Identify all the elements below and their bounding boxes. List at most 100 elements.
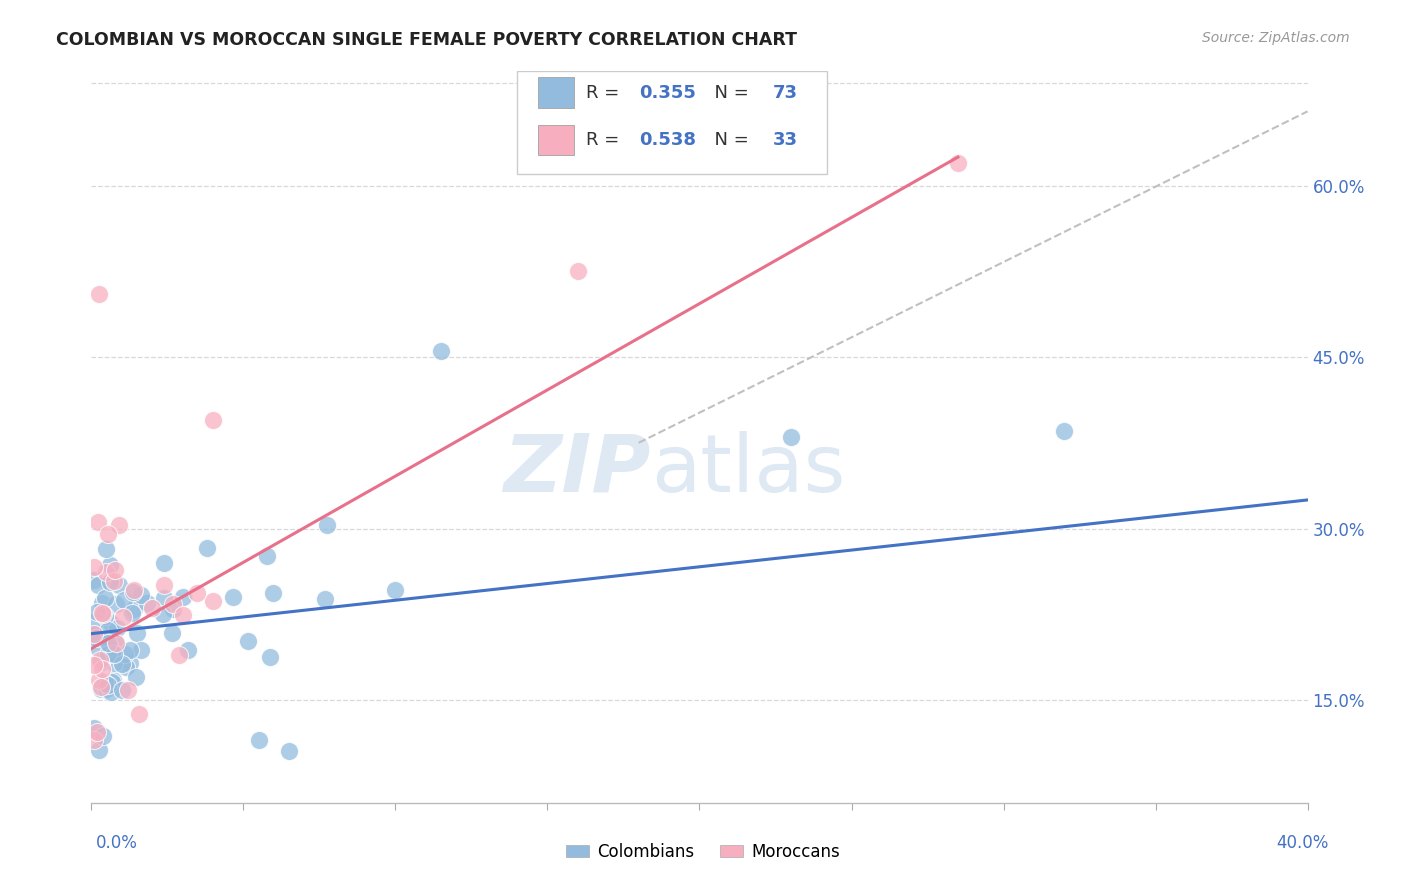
Point [172, 608, 194, 623]
Point [94, 591, 117, 605]
Point [83, 733, 105, 747]
Point [97, 678, 120, 692]
Text: ZIP: ZIP [503, 431, 651, 509]
Point [127, 626, 149, 640]
Text: R =: R = [586, 84, 626, 102]
Point [98, 640, 121, 654]
Point [87, 743, 110, 757]
Point [316, 518, 339, 533]
Point [91, 606, 114, 620]
Point [93, 608, 115, 623]
Point [101, 674, 124, 689]
Point [122, 582, 145, 597]
Point [90, 655, 112, 669]
Point [97, 648, 120, 662]
Point [100, 685, 122, 699]
Point [97, 636, 120, 650]
Point [118, 642, 141, 657]
Point [135, 596, 157, 610]
Point [111, 657, 134, 672]
Point [94, 565, 117, 579]
Point [94, 676, 117, 690]
Point [83, 615, 105, 630]
Text: R =: R = [586, 131, 626, 149]
Text: Source: ZipAtlas.com: Source: ZipAtlas.com [1202, 31, 1350, 45]
Point [83, 627, 105, 641]
Point [103, 647, 125, 661]
Point [117, 683, 139, 698]
Point [1053, 425, 1076, 439]
Point [98, 558, 121, 573]
Point [104, 597, 127, 611]
Point [262, 586, 284, 600]
Point [105, 636, 128, 650]
Point [90, 680, 112, 694]
Point [172, 591, 194, 605]
Point [131, 588, 153, 602]
Point [91, 607, 114, 621]
Text: 73: 73 [772, 84, 797, 102]
Point [222, 590, 245, 604]
Point [94, 541, 117, 556]
Point [160, 625, 183, 640]
Point [122, 602, 145, 616]
Point [153, 578, 176, 592]
Point [202, 413, 225, 427]
Point [101, 647, 124, 661]
Point [83, 628, 105, 642]
Point [384, 583, 406, 598]
Point [87, 515, 110, 529]
Point [152, 607, 174, 621]
Point [162, 602, 184, 616]
Text: COLOMBIAN VS MOROCCAN SINGLE FEMALE POVERTY CORRELATION CHART: COLOMBIAN VS MOROCCAN SINGLE FEMALE POVE… [56, 31, 797, 49]
Point [104, 635, 127, 649]
Text: 0.355: 0.355 [638, 84, 696, 102]
FancyBboxPatch shape [537, 125, 574, 155]
Point [112, 593, 135, 607]
Point [111, 682, 134, 697]
Point [87, 287, 110, 301]
Text: 0.538: 0.538 [638, 131, 696, 149]
Point [115, 660, 138, 674]
Point [83, 657, 105, 672]
Point [87, 673, 110, 687]
Point [430, 344, 453, 359]
Point [125, 670, 148, 684]
Point [256, 549, 278, 563]
Text: atlas: atlas [651, 431, 845, 509]
Text: N =: N = [703, 84, 755, 102]
Point [111, 610, 134, 624]
FancyBboxPatch shape [537, 78, 574, 108]
Point [779, 430, 801, 444]
Point [97, 642, 120, 657]
Text: 0.0%: 0.0% [96, 834, 138, 852]
Point [946, 155, 969, 169]
Point [100, 615, 122, 630]
Point [122, 584, 145, 599]
Text: N =: N = [703, 131, 755, 149]
Point [90, 662, 112, 676]
Point [105, 621, 128, 635]
Point [83, 721, 105, 735]
Point [101, 673, 124, 688]
Point [90, 596, 112, 610]
Point [89, 642, 111, 657]
Text: 40.0%: 40.0% [1277, 834, 1329, 852]
Point [94, 682, 117, 697]
Point [86, 724, 108, 739]
Point [201, 594, 224, 608]
Point [128, 707, 150, 722]
Point [83, 559, 105, 574]
Point [567, 264, 589, 278]
Point [197, 541, 219, 556]
Point [259, 649, 281, 664]
Point [141, 601, 163, 615]
Point [103, 657, 125, 671]
Point [108, 517, 131, 532]
Point [87, 577, 110, 591]
Point [97, 526, 120, 541]
Point [98, 574, 121, 589]
Point [121, 606, 143, 620]
Point [278, 744, 301, 758]
Point [91, 730, 114, 744]
